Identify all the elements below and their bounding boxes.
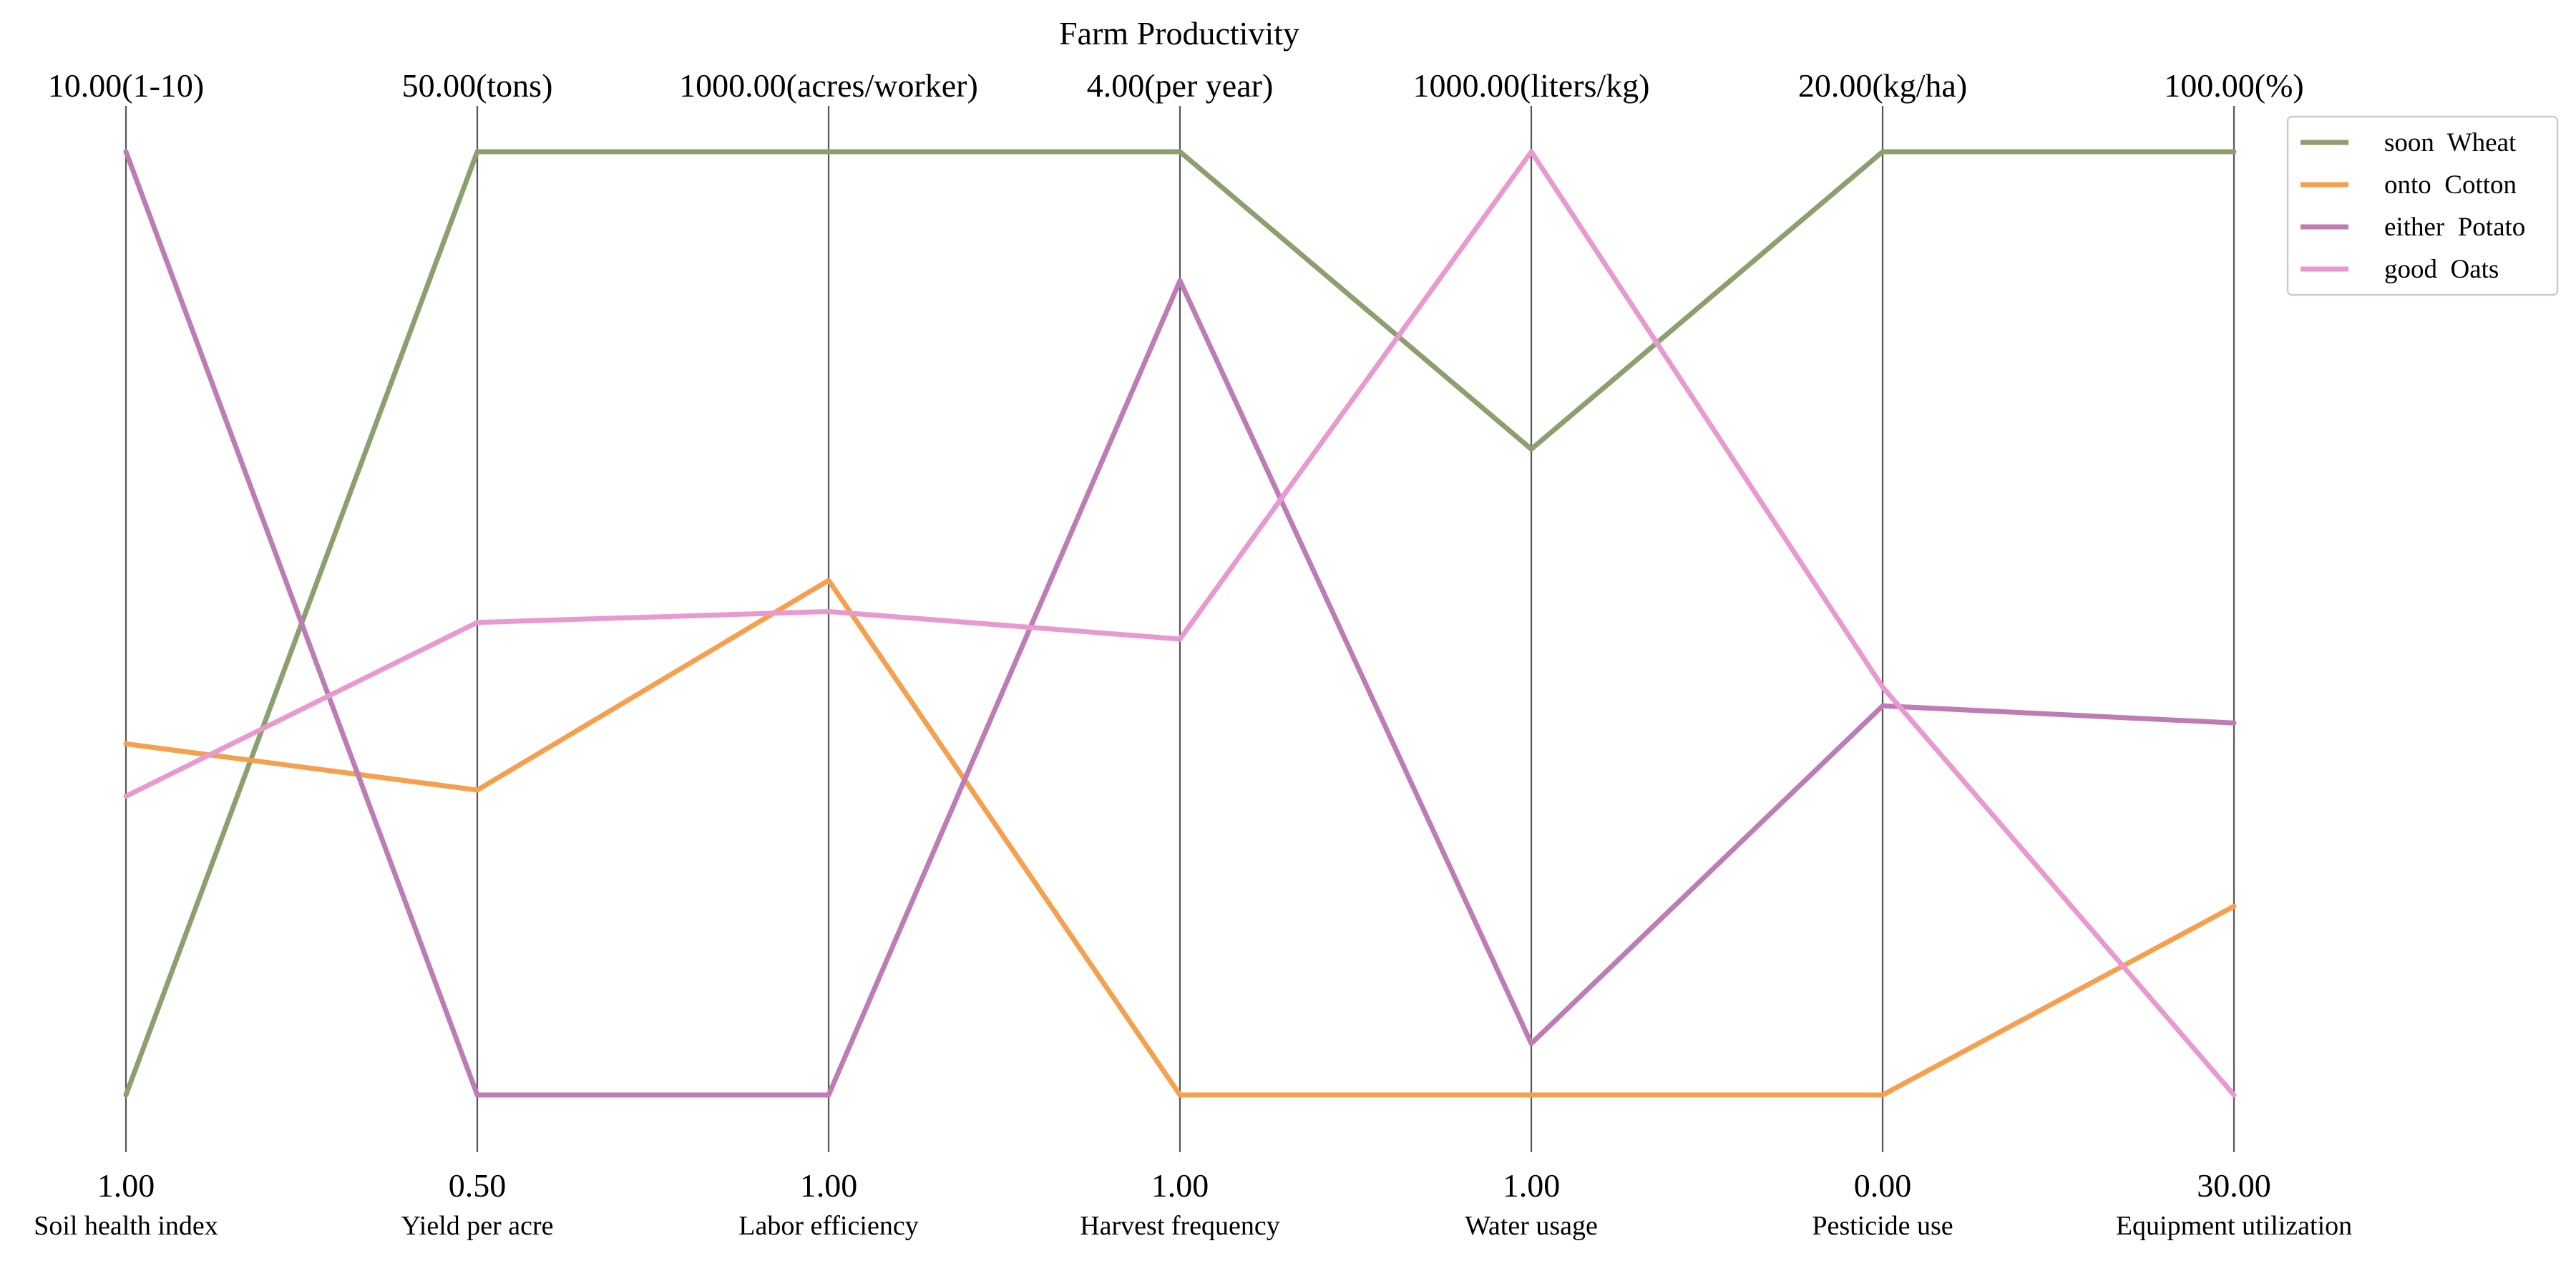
axis-min-label: 30.00 bbox=[2197, 1167, 2271, 1204]
axis-max-label: 100.00(%) bbox=[2164, 67, 2303, 104]
series-layer bbox=[123, 149, 2237, 1098]
axis-name-label: Labor efficiency bbox=[738, 1211, 918, 1241]
axis-max-label: 1000.00(acres/worker) bbox=[679, 67, 978, 104]
axis-max-label: 20.00(kg/ha) bbox=[1798, 67, 1967, 104]
axis-min-label: 1.00 bbox=[1503, 1167, 1561, 1204]
legend-label: soon Wheat bbox=[2384, 128, 2517, 157]
chart-title: Farm Productivity bbox=[1059, 15, 1299, 52]
axes-layer: 10.00(1-10) 1.00 Soil health index 50.00(to… bbox=[34, 67, 2352, 1241]
legend-label: onto Cotton bbox=[2384, 170, 2517, 200]
axis-name-label: Pesticide use bbox=[1812, 1211, 1953, 1241]
legend-label: good Oats bbox=[2384, 255, 2499, 284]
series-line-onto-cotton bbox=[123, 578, 2237, 1098]
axis-max-label: 50.00(tons) bbox=[402, 67, 553, 104]
legend-label: either Potato bbox=[2384, 213, 2525, 242]
axis-min-label: 0.00 bbox=[1854, 1167, 1912, 1204]
axis-max-label: 1000.00(liters/kg) bbox=[1413, 67, 1650, 104]
series-line-soon-wheat bbox=[123, 149, 2237, 1098]
axis-min-label: 1.00 bbox=[800, 1167, 858, 1204]
axis-name-label: Water usage bbox=[1465, 1211, 1598, 1241]
axis-name-label: Equipment utilization bbox=[2116, 1211, 2352, 1241]
legend-frame bbox=[2286, 115, 2559, 296]
axis-name-label: Harvest frequency bbox=[1080, 1211, 1280, 1241]
axis-min-label: 1.00 bbox=[1151, 1167, 1209, 1204]
axis-name-label: Yield per acre bbox=[401, 1211, 553, 1241]
axis-name-label: Soil health index bbox=[34, 1211, 218, 1241]
axis-min-label: 1.00 bbox=[97, 1167, 155, 1204]
axis-max-label: 4.00(per year) bbox=[1087, 67, 1274, 104]
series-line-either-potato bbox=[123, 149, 2237, 1098]
series-line-good-oats bbox=[123, 149, 2237, 1098]
legend: soon Wheat onto Cotton either Potato good O… bbox=[2286, 115, 2559, 296]
axis-max-label: 10.00(1-10) bbox=[48, 67, 204, 104]
axis-min-label: 0.50 bbox=[449, 1167, 507, 1204]
